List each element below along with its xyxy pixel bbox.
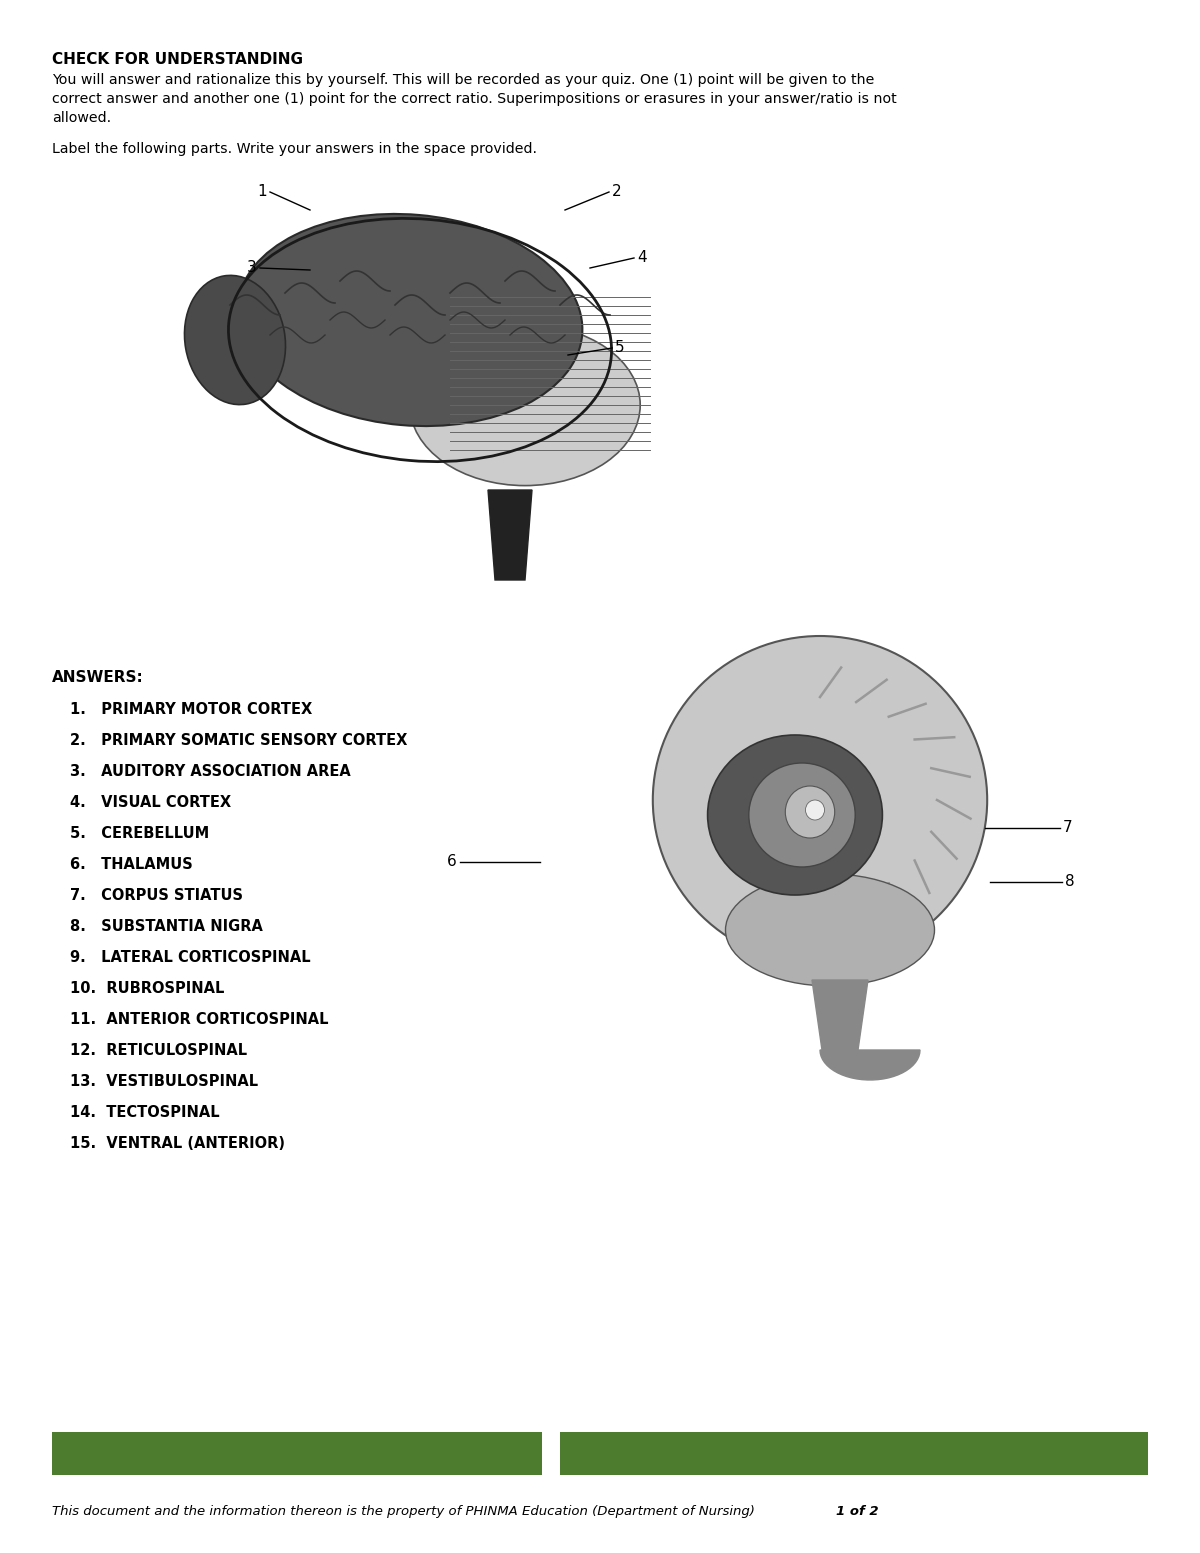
Bar — [544, 1432, 560, 1475]
Ellipse shape — [785, 786, 835, 839]
Text: 5.   CEREBELLUM: 5. CEREBELLUM — [70, 826, 209, 842]
Ellipse shape — [805, 800, 824, 820]
Ellipse shape — [185, 275, 286, 405]
Text: 12.  RETICULOSPINAL: 12. RETICULOSPINAL — [70, 1044, 247, 1058]
Text: 4.   VISUAL CORTEX: 4. VISUAL CORTEX — [70, 795, 232, 811]
Text: 15.  VENTRAL (ANTERIOR): 15. VENTRAL (ANTERIOR) — [70, 1135, 286, 1151]
Ellipse shape — [410, 325, 641, 486]
Text: 8.   SUBSTANTIA NIGRA: 8. SUBSTANTIA NIGRA — [70, 919, 263, 933]
Text: CHECK FOR UNDERSTANDING: CHECK FOR UNDERSTANDING — [52, 51, 302, 67]
Text: 8: 8 — [1066, 874, 1075, 890]
Text: You will answer and rationalize this by yourself. This will be recorded as your : You will answer and rationalize this by … — [52, 73, 875, 87]
Text: 9.   LATERAL CORTICOSPINAL: 9. LATERAL CORTICOSPINAL — [70, 950, 311, 964]
Text: Label the following parts. Write your answers in the space provided.: Label the following parts. Write your an… — [52, 141, 538, 155]
Ellipse shape — [653, 637, 988, 964]
Polygon shape — [812, 980, 868, 1050]
Text: ANSWERS:: ANSWERS: — [52, 669, 144, 685]
Text: 5: 5 — [616, 340, 625, 356]
Text: 3.   AUDITORY ASSOCIATION AREA: 3. AUDITORY ASSOCIATION AREA — [70, 764, 350, 780]
Text: 1.   PRIMARY MOTOR CORTEX: 1. PRIMARY MOTOR CORTEX — [70, 702, 312, 717]
Text: 14.  TECTOSPINAL: 14. TECTOSPINAL — [70, 1106, 220, 1120]
Ellipse shape — [708, 735, 882, 895]
Text: 1: 1 — [257, 185, 266, 199]
Text: correct answer and another one (1) point for the correct ratio. Superimpositions: correct answer and another one (1) point… — [52, 92, 896, 106]
Bar — [560, 1432, 1148, 1475]
Ellipse shape — [238, 214, 582, 426]
Ellipse shape — [749, 763, 856, 867]
Text: 1 of 2: 1 of 2 — [836, 1505, 878, 1517]
Ellipse shape — [726, 874, 935, 986]
Text: 11.  ANTERIOR CORTICOSPINAL: 11. ANTERIOR CORTICOSPINAL — [70, 1013, 329, 1027]
Text: This document and the information thereon is the property of PHINMA Education (D: This document and the information thereo… — [52, 1505, 760, 1517]
Text: 13.  VESTIBULOSPINAL: 13. VESTIBULOSPINAL — [70, 1075, 258, 1089]
Text: 6.   THALAMUS: 6. THALAMUS — [70, 857, 193, 871]
Text: 3: 3 — [247, 261, 257, 275]
Text: 2: 2 — [612, 185, 622, 199]
Bar — [52, 1432, 542, 1475]
Text: 6: 6 — [448, 854, 457, 870]
Text: 2.   PRIMARY SOMATIC SENSORY CORTEX: 2. PRIMARY SOMATIC SENSORY CORTEX — [70, 733, 407, 749]
Polygon shape — [820, 1050, 920, 1079]
Text: 7: 7 — [1063, 820, 1073, 836]
Text: 7.   CORPUS STIATUS: 7. CORPUS STIATUS — [70, 888, 242, 902]
Text: 4: 4 — [637, 250, 647, 266]
Text: allowed.: allowed. — [52, 110, 112, 124]
Polygon shape — [488, 491, 532, 579]
Text: 10.  RUBROSPINAL: 10. RUBROSPINAL — [70, 981, 224, 995]
